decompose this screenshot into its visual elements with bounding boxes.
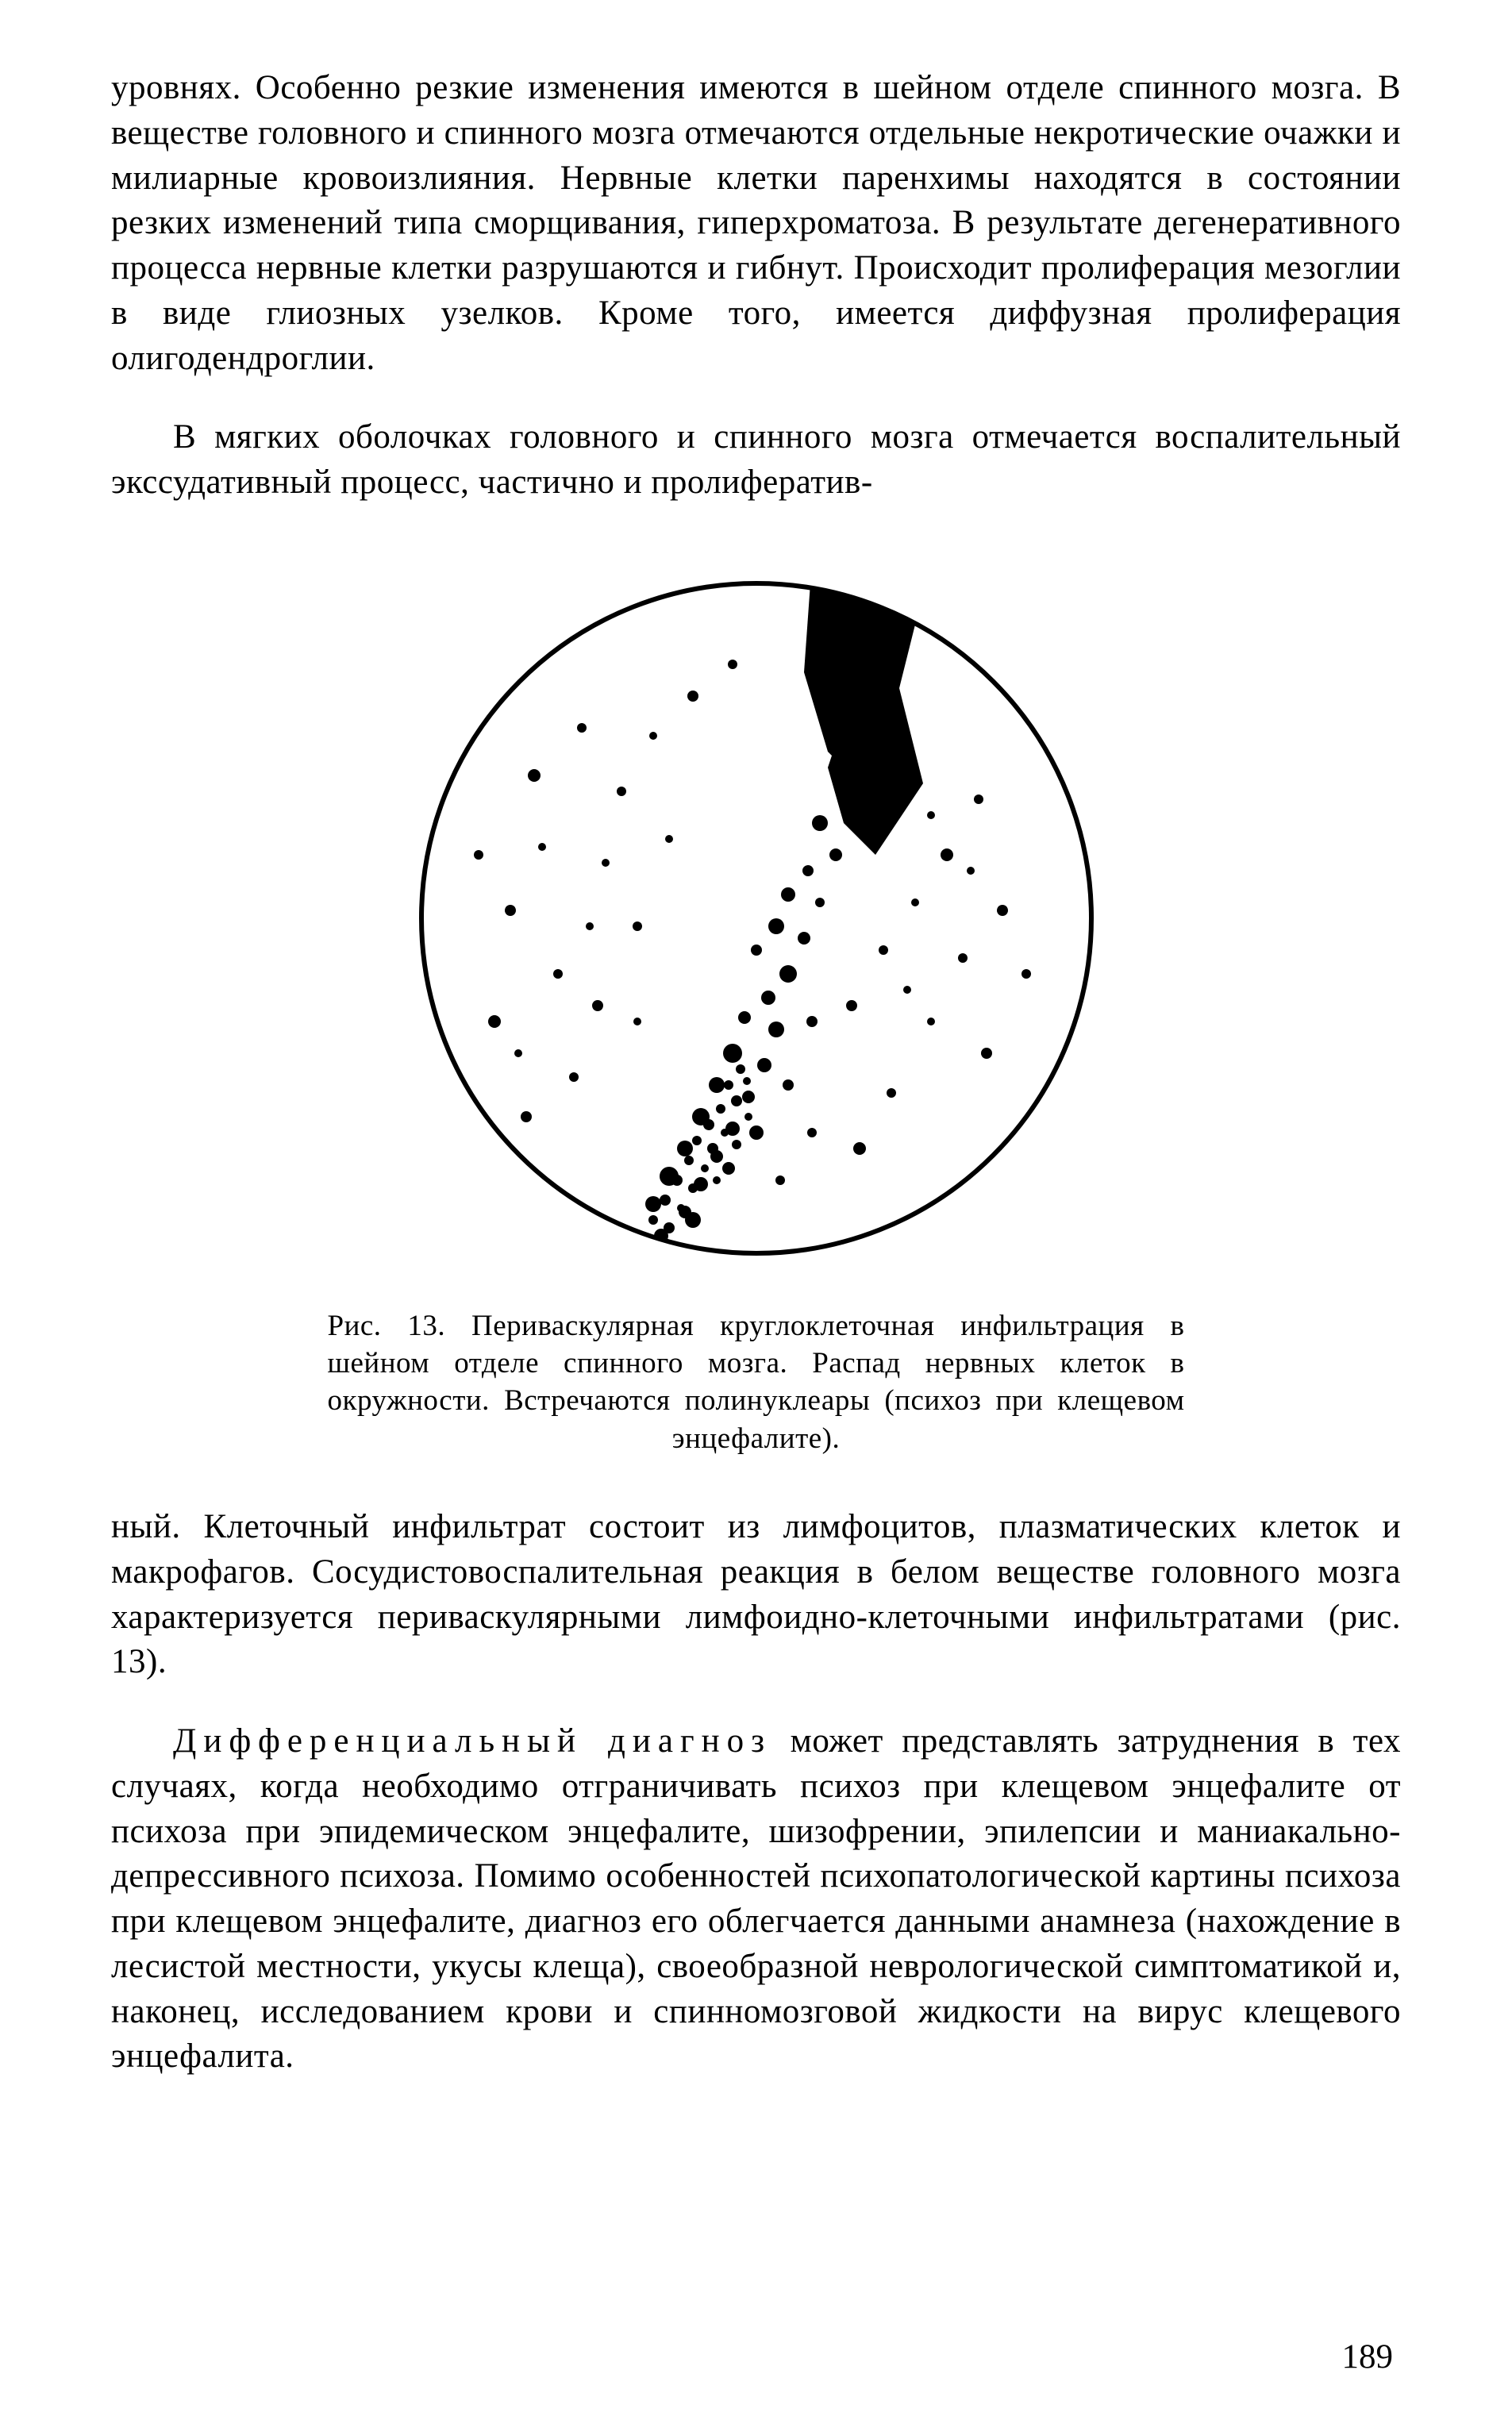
paragraph-3: ный. Клеточный инфильтрат состоит из лим… [111, 1505, 1401, 1685]
paragraph-1: уровнях. Особенно резкие изменения имеют… [111, 66, 1401, 381]
paragraph-4-rest: может представлять затруднения в тех слу… [111, 1722, 1401, 2075]
page: уровнях. Особенно резкие изменения имеют… [0, 0, 1512, 2424]
paragraph-4-lead: Дифференциальный диагноз [173, 1722, 771, 1760]
paragraph-2: В мягких оболочках головного и спинного … [111, 415, 1401, 506]
page-number: 189 [1342, 2337, 1394, 2376]
paragraph-4: Дифференциальный диагноз может представл… [111, 1719, 1401, 2080]
microscopy-figure [415, 577, 1098, 1260]
figure-block: Рис. 13. Периваскулярная круглоклеточная… [111, 577, 1401, 1457]
figure-caption: Рис. 13. Периваскулярная круглоклеточная… [328, 1307, 1185, 1457]
